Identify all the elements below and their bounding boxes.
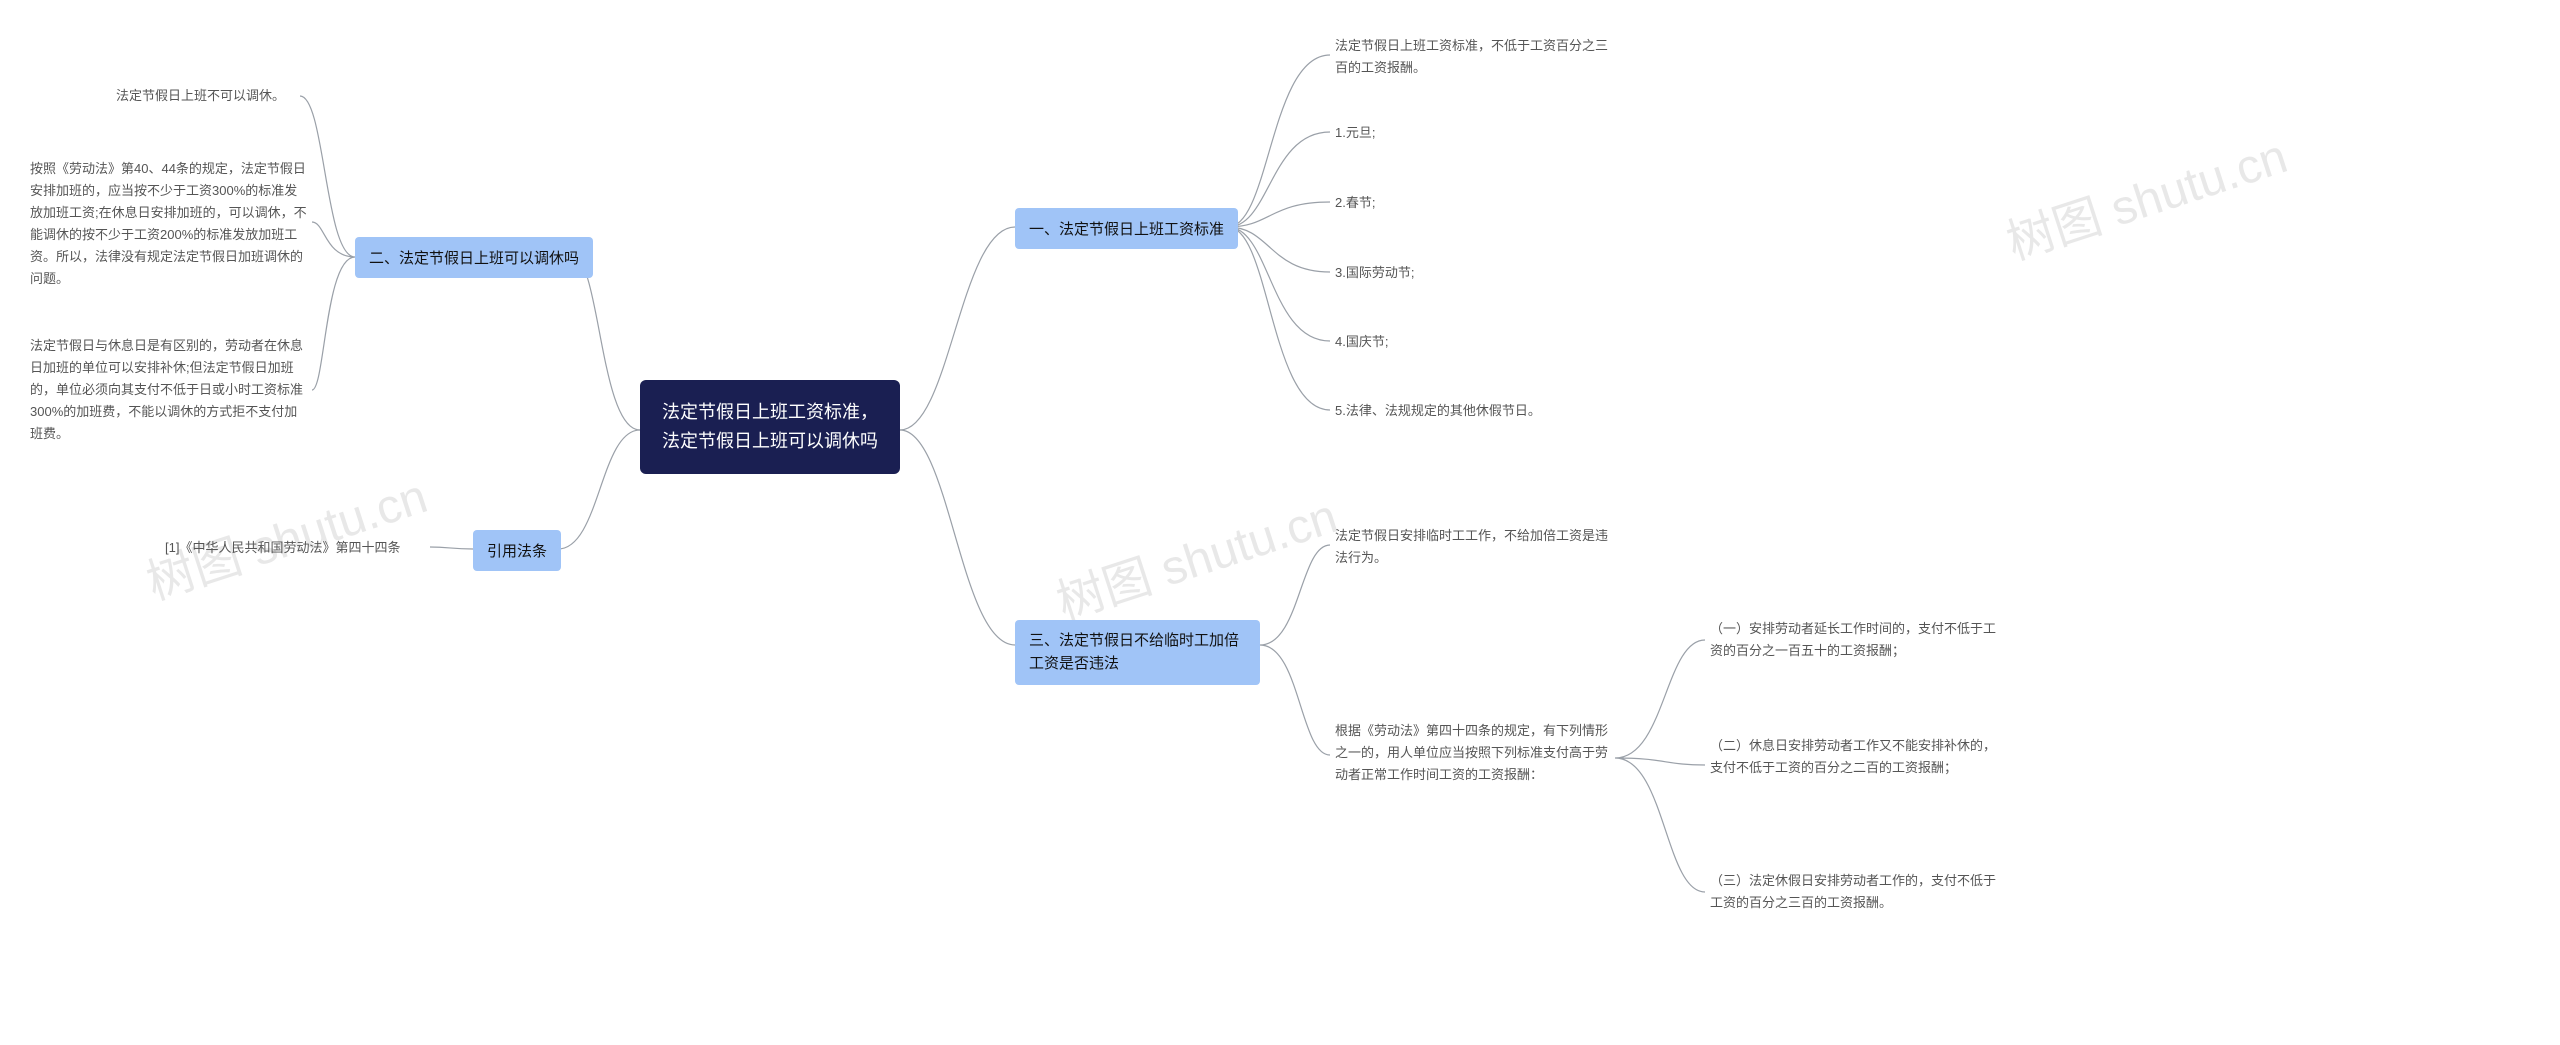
watermark: 树图 shutu.cn xyxy=(136,457,434,613)
connectors xyxy=(0,0,2560,1045)
leaf-2-2: 按照《劳动法》第40、44条的规定，法定节假日安排加班的，应当按不少于工资300… xyxy=(30,158,310,291)
leaf-1-2: 1.元旦; xyxy=(1335,122,1375,144)
leaf-3-1: 法定节假日安排临时工工作，不给加倍工资是违法行为。 xyxy=(1335,525,1615,569)
leaf-1-4: 3.国际劳动节; xyxy=(1335,262,1414,284)
leaf-3-2-3: （三）法定休假日安排劳动者工作的，支付不低于工资的百分之三百的工资报酬。 xyxy=(1710,870,2000,914)
branch-4: 引用法条 xyxy=(473,530,561,571)
root-node: 法定节假日上班工资标准，法定节假日上班可以调休吗 xyxy=(640,380,900,474)
leaf-3-2: 根据《劳动法》第四十四条的规定，有下列情形之一的，用人单位应当按照下列标准支付高… xyxy=(1335,720,1615,786)
leaf-3-2-2: （二）休息日安排劳动者工作又不能安排补休的，支付不低于工资的百分之二百的工资报酬… xyxy=(1710,735,2000,779)
watermark: 树图 shutu.cn xyxy=(1046,477,1344,633)
watermark: 树图 shutu.cn xyxy=(1996,117,2294,273)
leaf-2-1: 法定节假日上班不可以调休。 xyxy=(116,85,296,107)
branch-2: 二、法定节假日上班可以调休吗 xyxy=(355,237,593,278)
branch-3: 三、法定节假日不给临时工加倍工资是否违法 xyxy=(1015,620,1260,685)
branch-1: 一、法定节假日上班工资标准 xyxy=(1015,208,1238,249)
leaf-1-5: 4.国庆节; xyxy=(1335,331,1388,353)
leaf-1-6: 5.法律、法规规定的其他休假节日。 xyxy=(1335,400,1541,422)
leaf-1-3: 2.春节; xyxy=(1335,192,1375,214)
leaf-1-1: 法定节假日上班工资标准，不低于工资百分之三百的工资报酬。 xyxy=(1335,35,1615,79)
leaf-4-1: [1]《中华人民共和国劳动法》第四十四条 xyxy=(165,537,400,559)
leaf-3-2-1: （一）安排劳动者延长工作时间的，支付不低于工资的百分之一百五十的工资报酬； xyxy=(1710,618,2000,662)
leaf-2-3: 法定节假日与休息日是有区别的，劳动者在休息日加班的单位可以安排补休;但法定节假日… xyxy=(30,335,310,445)
